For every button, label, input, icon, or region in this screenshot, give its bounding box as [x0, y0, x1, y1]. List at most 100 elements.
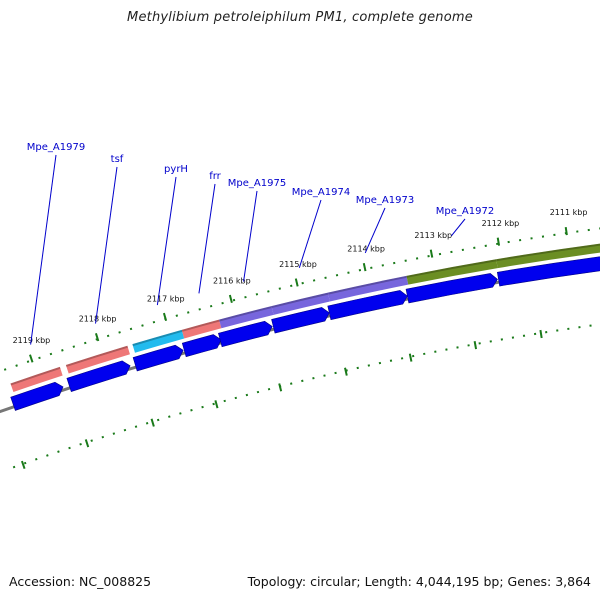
kbp-label: 2111 kbp	[550, 208, 588, 217]
inner-tick	[245, 393, 249, 397]
kbp-label: 2112 kbp	[482, 219, 520, 228]
outer-tick	[129, 327, 133, 331]
inner-tick	[190, 409, 193, 412]
feature-band	[271, 292, 330, 315]
outer-tick	[221, 301, 224, 305]
gene-callout-line	[243, 190, 258, 282]
feature-band-edge	[10, 366, 61, 386]
inner-tick	[90, 439, 93, 442]
outer-tick	[61, 349, 64, 352]
inner-major-tick	[539, 329, 543, 339]
inner-tick	[79, 443, 82, 446]
inner-tick	[212, 402, 215, 406]
inner-major-tick	[20, 460, 26, 469]
gene-label[interactable]: Mpe_A1979	[27, 142, 85, 153]
inner-tick	[201, 405, 204, 409]
inner-tick	[134, 425, 138, 428]
feature-band-edge	[132, 329, 183, 347]
inner-major-tick	[408, 353, 413, 362]
gene-callout-line	[198, 183, 216, 294]
cds-arrow	[327, 290, 408, 321]
cds-arrow	[10, 381, 64, 411]
inner-tick	[68, 446, 71, 450]
kbp-major-tick	[496, 237, 501, 246]
kbp-label: 2114 kbp	[347, 244, 385, 253]
feature-band-edge	[271, 292, 329, 309]
inner-tick	[101, 435, 105, 439]
accession-text: Accession: NC_008825	[9, 574, 152, 589]
inner-tick	[112, 432, 116, 435]
inner-tick	[156, 418, 160, 422]
inner-tick	[256, 390, 260, 394]
outer-tick	[72, 345, 76, 348]
kbp-label: 2117 kbp	[147, 294, 185, 303]
feature-band	[132, 329, 185, 353]
inner-tick	[34, 457, 38, 461]
kbp-major-tick	[294, 278, 299, 287]
gene-callout-line	[451, 218, 466, 237]
outer-tick-ring	[3, 226, 600, 371]
gene-label[interactable]: Mpe_A1972	[436, 206, 494, 217]
feature-band-edge	[496, 243, 600, 262]
gene-callout-line	[156, 176, 177, 306]
inner-major-tick	[150, 418, 155, 427]
gene-label[interactable]: Mpe_A1974	[292, 187, 350, 198]
feature-band	[496, 243, 600, 269]
outer-tick	[95, 338, 98, 341]
inner-major-tick	[344, 367, 348, 376]
inner-tick	[57, 450, 60, 453]
feature-band	[65, 345, 130, 374]
feature-band	[10, 366, 63, 393]
kbp-label: 2118 kbp	[79, 315, 117, 324]
gene-callout-line	[298, 199, 322, 268]
gene-label[interactable]: Mpe_A1973	[356, 195, 414, 206]
outer-tick	[26, 360, 30, 363]
gene-label[interactable]: Mpe_A1975	[228, 178, 286, 189]
kbp-label: 2113 kbp	[414, 231, 452, 240]
kbp-major-tick	[429, 249, 434, 258]
feature-band	[406, 259, 498, 285]
inner-tick	[179, 412, 182, 415]
inner-major-tick	[473, 341, 478, 350]
kbp-major-tick	[29, 354, 34, 363]
gene-callout-line	[30, 154, 57, 345]
cds-arrow	[181, 334, 222, 358]
outer-tick	[152, 320, 156, 324]
cds-arrow	[271, 307, 330, 334]
outer-tick	[141, 324, 144, 327]
kbp-major-tick	[362, 263, 367, 272]
inner-major-tick	[278, 383, 283, 392]
inner-tick	[12, 465, 16, 469]
outer-tick	[3, 368, 7, 371]
gene-label[interactable]: pyrH	[164, 164, 188, 175]
feature-band	[219, 306, 274, 329]
outer-tick	[38, 356, 41, 360]
kbp-major-tick	[162, 312, 168, 322]
genome-summary-text: Topology: circular; Length: 4,044,195 bp…	[247, 574, 591, 589]
outer-tick	[106, 334, 110, 338]
inner-tick	[123, 428, 127, 432]
feature-band-edge	[219, 306, 272, 322]
gene-callout-line	[95, 166, 118, 324]
outer-tick	[118, 331, 121, 334]
outer-tick	[209, 304, 213, 308]
kbp-major-tick	[228, 294, 233, 304]
gene-callout-line	[364, 207, 386, 254]
cds-arrow	[405, 273, 498, 304]
feature-band-edge	[65, 345, 128, 367]
inner-major-tick	[214, 400, 219, 409]
inner-tick	[46, 454, 49, 457]
outer-tick	[49, 352, 53, 356]
gene-label[interactable]: tsf	[111, 154, 124, 165]
kbp-label: 2116 kbp	[213, 276, 251, 285]
gene-label[interactable]: frr	[209, 171, 221, 182]
outer-tick	[232, 298, 236, 302]
outer-tick	[198, 308, 201, 311]
cds-arrow-track	[10, 256, 600, 411]
inner-tick	[145, 422, 149, 425]
feature-band-track	[10, 243, 600, 393]
feature-band-edge	[406, 259, 497, 278]
cds-arrow	[66, 360, 131, 392]
